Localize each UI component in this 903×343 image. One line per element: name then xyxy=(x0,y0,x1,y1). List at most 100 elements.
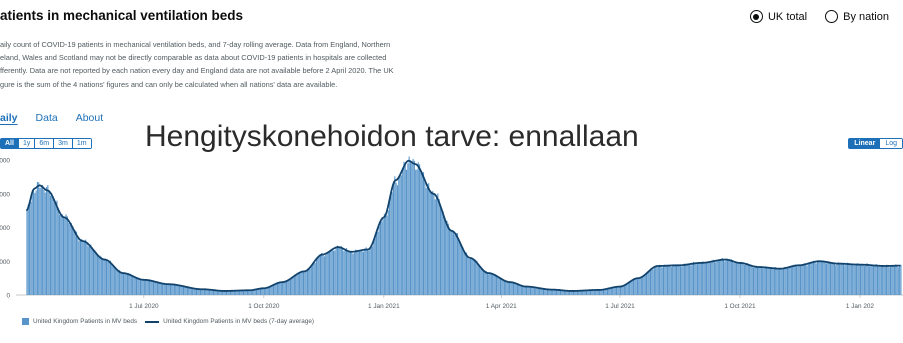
daily-bar xyxy=(824,262,826,295)
daily-bar xyxy=(207,289,209,295)
daily-bar xyxy=(497,277,499,295)
range-3m-button[interactable]: 3m xyxy=(54,139,73,148)
daily-bar xyxy=(347,250,349,295)
daily-bar xyxy=(832,262,834,295)
daily-bar xyxy=(863,265,865,295)
linear-scale-button[interactable]: Linear xyxy=(849,139,881,148)
daily-bar xyxy=(267,287,269,295)
daily-bar xyxy=(85,239,87,295)
daily-bar xyxy=(462,246,464,295)
daily-bar xyxy=(756,266,758,295)
by-nation-radio[interactable]: By nation xyxy=(825,10,889,23)
daily-bar xyxy=(52,196,54,295)
daily-bar xyxy=(262,288,264,295)
daily-bar xyxy=(399,173,401,295)
daily-bar xyxy=(520,285,522,295)
daily-bar xyxy=(569,290,571,295)
daily-bar xyxy=(296,274,298,295)
daily-bar xyxy=(403,161,405,295)
daily-bar xyxy=(566,290,568,295)
legend-line-label: United Kingdom Patients in MV beds (7-da… xyxy=(163,318,315,325)
daily-bar xyxy=(747,264,749,295)
daily-bar xyxy=(233,290,235,295)
daily-bar xyxy=(236,290,238,295)
daily-bar xyxy=(274,284,276,295)
daily-bar xyxy=(760,266,762,295)
daily-bar xyxy=(861,264,863,295)
daily-bar xyxy=(317,256,319,295)
daily-bar xyxy=(305,272,307,295)
daily-bar xyxy=(351,251,353,295)
daily-bar xyxy=(780,268,782,295)
daily-bar xyxy=(227,291,229,295)
daily-bar xyxy=(192,287,194,295)
daily-bar xyxy=(90,244,92,295)
daily-bar xyxy=(623,285,625,295)
daily-bar xyxy=(439,206,441,295)
daily-bar xyxy=(613,287,615,295)
radio-unselected-icon xyxy=(825,10,839,23)
daily-bar xyxy=(370,247,372,295)
daily-bar xyxy=(546,289,548,295)
daily-bar xyxy=(201,288,203,295)
tab-daily[interactable]: aily xyxy=(0,112,18,124)
daily-bar xyxy=(709,262,712,295)
daily-bar xyxy=(833,263,835,295)
daily-bar xyxy=(176,284,178,295)
daily-bar xyxy=(39,188,41,295)
daily-bar xyxy=(549,289,551,295)
daily-bar xyxy=(818,260,820,295)
x-tick-label: 1 Apr 2021 xyxy=(486,303,517,310)
daily-bar xyxy=(426,183,428,295)
range-all-button[interactable]: All xyxy=(1,139,19,148)
daily-bar xyxy=(732,260,734,295)
daily-bar xyxy=(502,279,504,295)
daily-bar xyxy=(600,289,602,295)
daily-bar xyxy=(193,288,195,295)
daily-bar xyxy=(836,263,838,295)
daily-bar xyxy=(873,266,875,295)
range-6m-button[interactable]: 6m xyxy=(35,139,55,148)
daily-bar xyxy=(222,290,224,295)
daily-bar xyxy=(156,281,158,295)
daily-bar xyxy=(789,266,791,295)
daily-bar xyxy=(335,246,337,295)
tab-about[interactable]: About xyxy=(75,112,104,124)
daily-bar xyxy=(850,264,852,295)
daily-bar xyxy=(572,290,575,295)
daily-bar xyxy=(865,264,867,295)
daily-bar xyxy=(887,266,889,295)
uk-total-radio[interactable]: UK total xyxy=(749,10,807,23)
daily-bar xyxy=(447,223,449,295)
daily-bar xyxy=(716,260,718,295)
daily-bar xyxy=(89,245,91,295)
daily-bar xyxy=(811,262,813,295)
log-scale-button[interactable]: Log xyxy=(880,139,902,148)
range-1y-button[interactable]: 1y xyxy=(18,139,36,148)
daily-bar xyxy=(726,258,728,295)
daily-bar xyxy=(413,160,415,295)
daily-bar xyxy=(295,276,297,295)
daily-bar xyxy=(442,211,444,295)
daily-bar xyxy=(38,182,40,295)
range-1m-button[interactable]: 1m xyxy=(72,139,91,148)
daily-bar xyxy=(614,287,616,295)
tab-data[interactable]: Data xyxy=(35,112,58,124)
daily-bar xyxy=(188,287,190,295)
daily-bar xyxy=(610,287,612,295)
daily-bar xyxy=(433,193,435,295)
daily-bar xyxy=(244,290,246,295)
daily-bar xyxy=(202,289,204,295)
daily-bar xyxy=(126,274,128,295)
daily-bar xyxy=(407,163,409,295)
daily-bar xyxy=(292,276,294,295)
y-tick-label: 000 xyxy=(0,259,10,266)
daily-bar xyxy=(321,253,323,295)
y-tick-label: 000 xyxy=(0,191,10,198)
daily-bar xyxy=(258,288,260,295)
daily-bar xyxy=(708,262,710,295)
daily-bar xyxy=(880,265,882,295)
daily-bar xyxy=(428,183,430,295)
daily-bar xyxy=(785,267,787,295)
daily-bar xyxy=(143,279,145,295)
